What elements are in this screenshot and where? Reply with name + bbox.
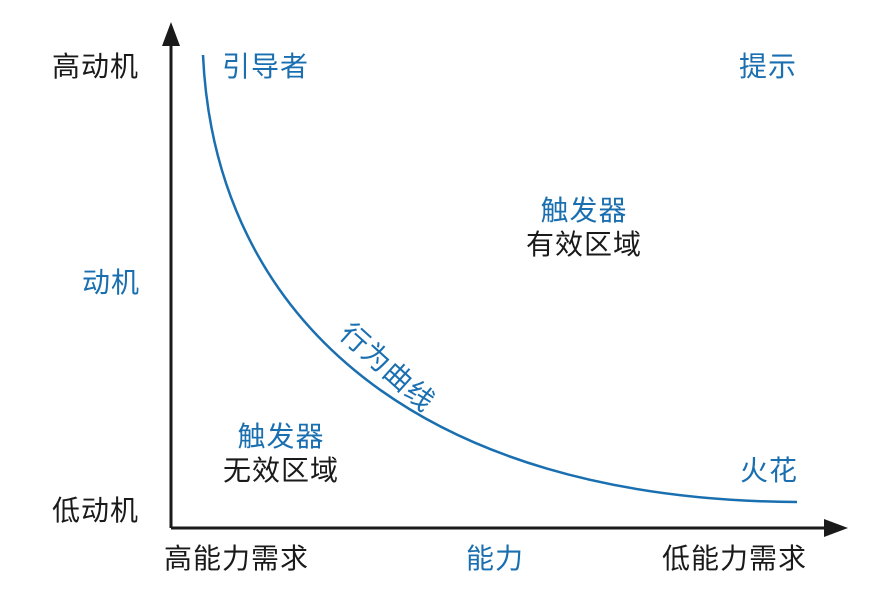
invalid-zone-trigger: 触发器 xyxy=(237,420,325,453)
x-axis-left-label: 高能力需求 xyxy=(164,542,310,575)
invalid-zone-desc: 无效区域 xyxy=(222,454,339,487)
behavior-curve xyxy=(201,54,798,504)
y-axis-title: 动机 xyxy=(82,266,141,299)
label-guide: 引导者 xyxy=(222,50,310,83)
y-axis-top-label: 高动机 xyxy=(52,50,140,83)
label-signal: 提示 xyxy=(739,50,798,83)
valid-zone-block: 触发器 有效区域 xyxy=(514,194,654,262)
x-axis-arrow-icon xyxy=(824,519,848,537)
y-axis-arrow-icon xyxy=(162,22,180,46)
valid-zone-trigger: 触发器 xyxy=(540,194,628,227)
label-spark: 火花 xyxy=(740,454,799,487)
x-axis-title: 能力 xyxy=(466,542,525,575)
invalid-zone-block: 触发器 无效区域 xyxy=(211,420,351,488)
y-axis-bottom-label: 低动机 xyxy=(52,494,140,527)
valid-zone-desc: 有效区域 xyxy=(525,228,642,261)
x-axis-right-label: 低能力需求 xyxy=(662,542,808,575)
